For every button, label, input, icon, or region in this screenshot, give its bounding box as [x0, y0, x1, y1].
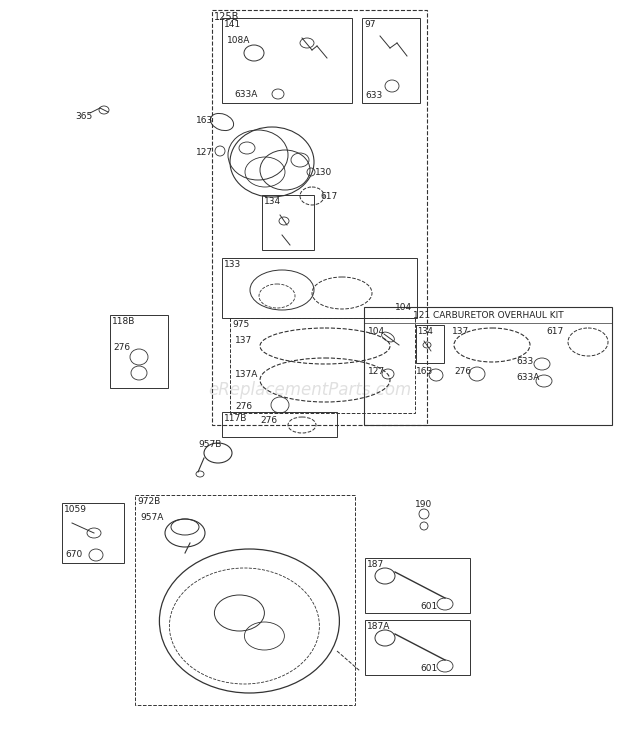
- Text: 118B: 118B: [112, 317, 135, 326]
- Text: 141: 141: [224, 20, 241, 29]
- Text: 957B: 957B: [198, 440, 221, 449]
- Text: 127: 127: [368, 367, 385, 376]
- Bar: [222, 18, 352, 103]
- Text: 104: 104: [368, 327, 385, 336]
- Text: 276: 276: [454, 367, 471, 376]
- Text: 163: 163: [196, 116, 213, 125]
- Text: 957A: 957A: [140, 513, 164, 522]
- Text: 617: 617: [546, 327, 563, 336]
- Bar: [62, 503, 124, 563]
- Text: 117B: 117B: [224, 414, 247, 423]
- Text: 130: 130: [315, 168, 332, 177]
- Text: 163: 163: [416, 367, 433, 376]
- Bar: [135, 495, 355, 705]
- Bar: [212, 10, 427, 425]
- Text: 633: 633: [365, 91, 383, 100]
- Text: 187: 187: [367, 560, 384, 569]
- Text: 190: 190: [415, 500, 432, 509]
- Text: 137A: 137A: [235, 370, 259, 379]
- Bar: [365, 558, 470, 613]
- Bar: [222, 258, 417, 318]
- Text: 276: 276: [113, 343, 130, 352]
- Text: 134: 134: [264, 197, 281, 206]
- Text: 133: 133: [224, 260, 241, 269]
- Text: 104: 104: [395, 303, 412, 312]
- Bar: [364, 307, 612, 425]
- Text: 601: 601: [420, 664, 437, 673]
- Text: 125B: 125B: [214, 12, 239, 22]
- Text: 276: 276: [260, 416, 277, 425]
- Text: 601: 601: [420, 602, 437, 611]
- Text: 134: 134: [417, 327, 433, 336]
- Text: 975: 975: [232, 320, 249, 329]
- Bar: [110, 315, 168, 388]
- Bar: [262, 195, 314, 250]
- Text: 670: 670: [65, 550, 82, 559]
- Bar: [416, 325, 444, 363]
- Text: 972B: 972B: [137, 497, 160, 506]
- Bar: [222, 412, 337, 437]
- Text: 121 CARBURETOR OVERHAUL KIT: 121 CARBURETOR OVERHAUL KIT: [413, 311, 564, 320]
- Text: 365: 365: [75, 112, 92, 121]
- Text: 97: 97: [364, 20, 376, 29]
- Text: 127: 127: [196, 148, 213, 157]
- Bar: [362, 18, 420, 103]
- Text: 137: 137: [452, 327, 469, 336]
- Text: 108A: 108A: [227, 36, 250, 45]
- Text: 633A: 633A: [234, 90, 257, 99]
- Bar: [230, 318, 415, 413]
- Text: 187A: 187A: [367, 622, 391, 631]
- Text: 617: 617: [320, 192, 337, 201]
- Text: 137: 137: [235, 336, 252, 345]
- Text: eReplacementParts.com: eReplacementParts.com: [208, 381, 412, 399]
- Text: 276: 276: [235, 402, 252, 411]
- Text: 633A: 633A: [516, 373, 539, 382]
- Text: 1059: 1059: [64, 505, 87, 514]
- Text: 633: 633: [516, 357, 533, 366]
- Bar: [365, 620, 470, 675]
